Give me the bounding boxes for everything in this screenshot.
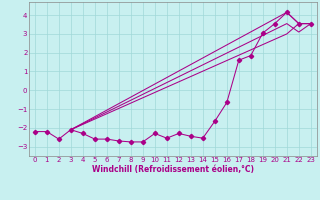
X-axis label: Windchill (Refroidissement éolien,°C): Windchill (Refroidissement éolien,°C)	[92, 165, 254, 174]
